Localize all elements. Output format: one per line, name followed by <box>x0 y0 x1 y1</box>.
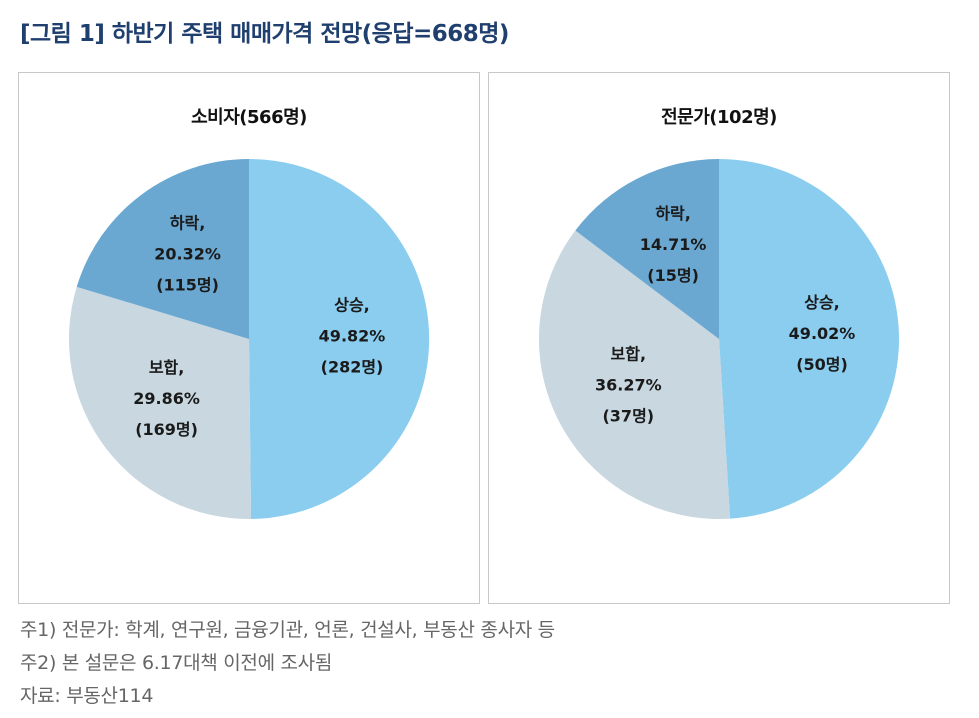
pie-slice-flat <box>538 230 731 520</box>
consumer-chart-panel: 소비자(566명) 상승, 49.82% (282명) 보합, 29.86% (169명)… <box>18 72 480 604</box>
pie-slice-rise <box>719 159 900 519</box>
expert-pie-chart: 상승, 49.02% (50명) 보합, 36.27% (37명) 하락, 14.71% (15… <box>538 159 900 520</box>
slice-name: 보합, <box>149 358 185 377</box>
slice-count: (15명) <box>647 266 699 285</box>
slice-count: (50명) <box>796 355 848 374</box>
pie-slice-flat <box>69 286 252 520</box>
slice-name: 상승, <box>334 295 370 314</box>
slice-label-fall: 하락, 14.71% (15명) <box>640 204 707 285</box>
slice-name: 상승, <box>804 293 840 312</box>
slice-percent: 29.86% <box>133 389 200 408</box>
source-note: 자료: 부동산114 <box>20 685 154 707</box>
slice-label-fall: 하락, 20.32% (115명) <box>154 213 221 294</box>
slice-name: 하락, <box>170 213 206 232</box>
footnote-1: 주1) 전문가: 학계, 연구원, 금융기관, 언론, 건설사, 부동산 종사자… <box>20 619 555 641</box>
consumer-chart-title: 소비자(566명) <box>191 107 307 128</box>
slice-label-rise: 상승, 49.82% (282명) <box>319 295 386 376</box>
figure-title: [그림 1] 하반기 주택 매매가격 전망(응답=668명) <box>20 21 509 47</box>
slice-count: (169명) <box>135 420 198 439</box>
slice-name: 하락, <box>655 204 691 223</box>
expert-chart-panel: 전문가(102명) 상승, 49.02% (50명) 보합, 36.27% (37명) 하락… <box>488 72 950 604</box>
pie-slice-rise <box>249 158 430 519</box>
slice-percent: 36.27% <box>595 376 662 395</box>
slice-count: (115명) <box>156 275 219 294</box>
pie-slice-fall <box>76 159 249 339</box>
slice-percent: 14.71% <box>640 235 707 254</box>
slice-percent: 49.02% <box>789 324 856 343</box>
footnotes: 주1) 전문가: 학계, 연구원, 금융기관, 언론, 건설사, 부동산 종사자… <box>20 614 555 713</box>
pie-slice-fall <box>575 159 719 339</box>
slice-count: (37명) <box>602 407 654 426</box>
slice-count: (282명) <box>321 357 384 376</box>
slice-percent: 20.32% <box>154 244 221 263</box>
expert-chart-title: 전문가(102명) <box>661 107 777 128</box>
slice-label-flat: 보합, 29.86% (169명) <box>133 358 200 439</box>
slice-label-rise: 상승, 49.02% (50명) <box>789 293 856 374</box>
slice-name: 보합, <box>611 345 647 364</box>
footnote-2: 주2) 본 설문은 6.17대책 이전에 조사됨 <box>20 652 333 674</box>
slice-label-flat: 보합, 36.27% (37명) <box>595 345 662 426</box>
consumer-pie-chart: 상승, 49.82% (282명) 보합, 29.86% (169명) 하락, 20.32% (… <box>69 158 430 520</box>
slice-percent: 49.82% <box>319 326 386 345</box>
